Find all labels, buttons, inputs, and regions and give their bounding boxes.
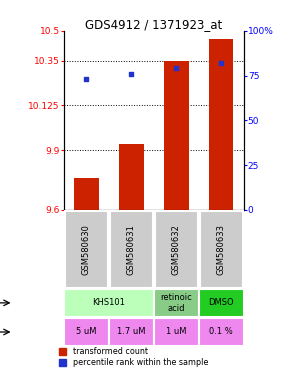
Bar (109, 318, 154, 346)
Text: retinoic
acid: retinoic acid (160, 293, 192, 313)
Point (174, 65, 179, 71)
Bar (65, 211, 108, 288)
Text: 1 uM: 1 uM (166, 328, 186, 336)
Bar (74, 178, 99, 210)
Bar (154, 318, 199, 346)
Text: GSM580630: GSM580630 (82, 224, 91, 275)
Legend: transformed count, percentile rank within the sample: transformed count, percentile rank withi… (59, 347, 208, 367)
Point (219, 60, 224, 66)
Text: 1.7 uM: 1.7 uM (117, 328, 146, 336)
Text: GSM580631: GSM580631 (127, 224, 136, 275)
Bar (110, 211, 153, 288)
Bar (164, 61, 189, 210)
Text: 5 uM: 5 uM (76, 328, 97, 336)
Bar (155, 211, 198, 288)
Text: GSM580632: GSM580632 (172, 224, 181, 275)
Bar (64, 289, 154, 316)
Bar (199, 318, 244, 346)
Point (129, 71, 134, 77)
Text: 0.1 %: 0.1 % (209, 328, 233, 336)
Bar (199, 289, 244, 316)
Text: DMSO: DMSO (208, 298, 234, 307)
Text: KHS101: KHS101 (92, 298, 125, 307)
Text: GSM580633: GSM580633 (217, 223, 226, 275)
Title: GDS4912 / 1371923_at: GDS4912 / 1371923_at (85, 18, 222, 31)
Bar (209, 39, 233, 210)
Bar (200, 211, 243, 288)
Bar (119, 144, 144, 210)
Point (84, 76, 89, 82)
Bar (64, 318, 109, 346)
Bar (154, 289, 199, 316)
